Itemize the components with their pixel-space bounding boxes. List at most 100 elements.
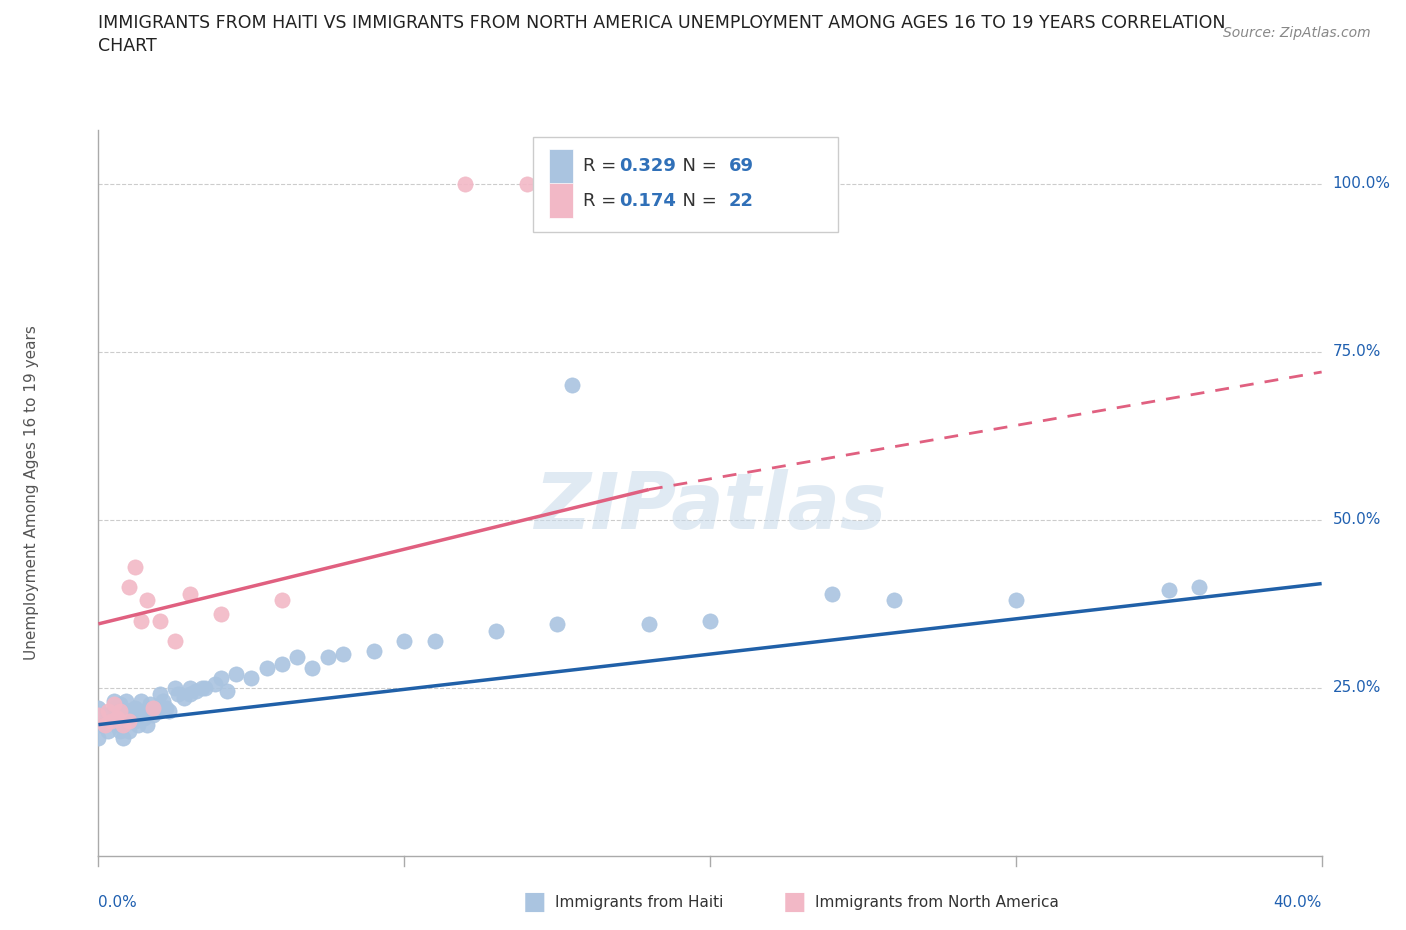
Point xyxy=(821,586,844,601)
Point xyxy=(139,698,162,712)
Point xyxy=(129,707,152,722)
Point xyxy=(87,707,110,722)
Point xyxy=(97,704,120,719)
Point xyxy=(127,704,149,719)
Point xyxy=(186,684,208,698)
Text: ■: ■ xyxy=(783,890,806,914)
Point xyxy=(108,704,131,719)
Point xyxy=(118,714,141,729)
Text: 22: 22 xyxy=(728,192,754,209)
Text: Unemployment Among Ages 16 to 19 years: Unemployment Among Ages 16 to 19 years xyxy=(24,326,38,660)
Point xyxy=(118,579,141,594)
Point xyxy=(270,657,292,671)
Point xyxy=(118,704,141,719)
Text: Immigrants from North America: Immigrants from North America xyxy=(815,895,1059,910)
Point xyxy=(124,714,146,729)
Point xyxy=(108,698,131,712)
Point xyxy=(163,633,186,648)
Text: IMMIGRANTS FROM HAITI VS IMMIGRANTS FROM NORTH AMERICA UNEMPLOYMENT AMONG AGES 1: IMMIGRANTS FROM HAITI VS IMMIGRANTS FROM… xyxy=(98,14,1226,32)
Point xyxy=(111,717,134,732)
Point xyxy=(332,646,354,661)
Point xyxy=(215,684,238,698)
Point xyxy=(149,687,172,702)
Text: Source: ZipAtlas.com: Source: ZipAtlas.com xyxy=(1223,26,1371,40)
Point xyxy=(561,378,583,392)
Text: 40.0%: 40.0% xyxy=(1274,896,1322,910)
FancyBboxPatch shape xyxy=(548,183,574,218)
Point xyxy=(115,707,138,722)
Point xyxy=(163,680,186,695)
Text: 25.0%: 25.0% xyxy=(1333,680,1381,696)
Point xyxy=(485,623,508,638)
Point xyxy=(191,680,214,695)
Point xyxy=(111,731,134,746)
Point xyxy=(194,680,217,695)
Point xyxy=(103,694,125,709)
Point xyxy=(103,698,125,712)
Point xyxy=(1004,593,1026,608)
Point xyxy=(285,650,308,665)
Point xyxy=(115,694,138,709)
Text: R =: R = xyxy=(583,157,621,176)
Point xyxy=(127,717,149,732)
Point xyxy=(637,617,661,631)
Point xyxy=(87,700,110,715)
FancyBboxPatch shape xyxy=(533,138,838,232)
Point xyxy=(108,724,131,738)
Point xyxy=(204,677,226,692)
Point xyxy=(173,690,195,705)
Text: 0.0%: 0.0% xyxy=(98,896,138,910)
Point xyxy=(118,714,141,729)
Point xyxy=(136,717,159,732)
Point xyxy=(454,177,477,192)
Point xyxy=(637,177,661,192)
Point xyxy=(105,711,128,725)
Point xyxy=(209,671,232,685)
Point xyxy=(97,724,120,738)
Point xyxy=(93,717,115,732)
Text: ■: ■ xyxy=(523,890,546,914)
Point xyxy=(363,644,385,658)
Text: ZIPatlas: ZIPatlas xyxy=(534,470,886,545)
Text: N =: N = xyxy=(671,157,723,176)
Point xyxy=(179,687,201,702)
Point xyxy=(134,711,156,725)
Text: 75.0%: 75.0% xyxy=(1333,344,1381,359)
Text: 69: 69 xyxy=(728,157,754,176)
Text: 0.329: 0.329 xyxy=(620,157,676,176)
Point xyxy=(546,617,568,631)
Point xyxy=(108,711,131,725)
Point xyxy=(256,660,278,675)
Point xyxy=(699,613,721,628)
Point xyxy=(136,704,159,719)
Point xyxy=(149,704,172,719)
Point xyxy=(129,694,152,709)
Point xyxy=(301,660,323,675)
Point xyxy=(100,714,122,729)
Point xyxy=(179,586,201,601)
Point xyxy=(111,717,134,732)
Point xyxy=(149,613,172,628)
Point xyxy=(179,680,201,695)
Point xyxy=(167,687,190,702)
Point xyxy=(124,559,146,574)
Point xyxy=(392,633,416,648)
Point xyxy=(516,177,538,192)
Point xyxy=(124,700,146,715)
Point xyxy=(1188,579,1211,594)
Text: Immigrants from Haiti: Immigrants from Haiti xyxy=(555,895,724,910)
Text: 50.0%: 50.0% xyxy=(1333,512,1381,527)
Point xyxy=(157,704,180,719)
Point xyxy=(423,633,446,648)
Point xyxy=(1157,583,1180,598)
Point xyxy=(105,717,128,732)
Text: 0.174: 0.174 xyxy=(620,192,676,209)
Point xyxy=(93,707,115,722)
Point xyxy=(145,700,167,715)
Point xyxy=(209,606,232,621)
Text: 100.0%: 100.0% xyxy=(1333,177,1391,192)
Point xyxy=(155,700,177,715)
Text: R =: R = xyxy=(583,192,627,209)
Point xyxy=(87,717,110,732)
Point xyxy=(883,593,905,608)
